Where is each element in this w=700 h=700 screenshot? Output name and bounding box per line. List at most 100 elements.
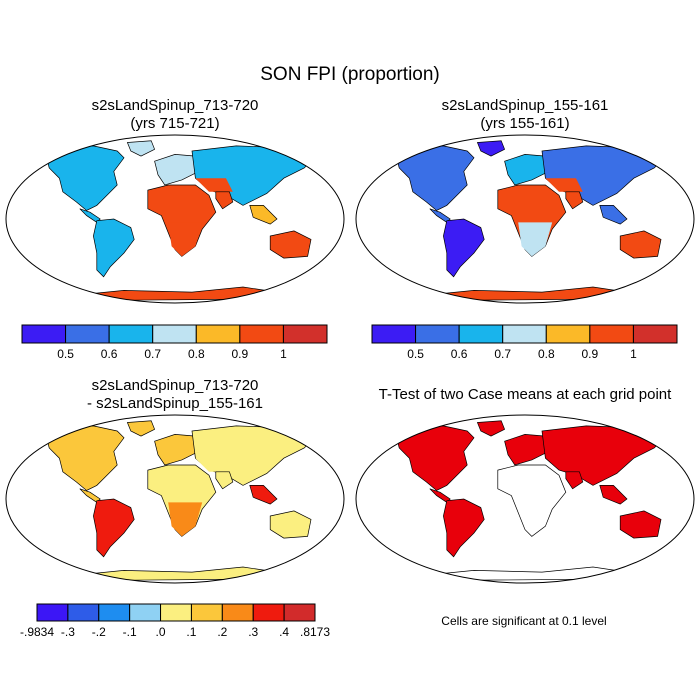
colorbar-tick-label: 0.9 xyxy=(582,347,599,361)
panel-title-line2: (yrs 155-161) xyxy=(480,115,569,132)
significance-note: Cells are significant at 0.1 level xyxy=(441,614,606,628)
colorbar-swatch xyxy=(129,603,162,622)
colorbar-tick-label: .2 xyxy=(217,625,227,639)
map-outline xyxy=(355,134,695,304)
land-europe xyxy=(504,434,550,466)
land-southern-africa xyxy=(168,222,203,257)
colorbar-swatch xyxy=(458,324,504,344)
colorbar-swatch xyxy=(252,603,285,622)
colorbar-swatch xyxy=(195,324,241,344)
colorbar-swatch xyxy=(221,603,254,622)
colorbar-tick-label: 0.7 xyxy=(494,347,511,361)
land-north-america xyxy=(395,145,475,211)
land-southeast-asia xyxy=(599,205,628,225)
land-asia xyxy=(191,425,319,486)
colorbar-swatch xyxy=(98,603,131,622)
land-greenland xyxy=(126,140,156,157)
colorbar-tick-label: 1 xyxy=(630,347,637,361)
land-australia xyxy=(269,510,312,539)
colorbar-tick-label: .3 xyxy=(248,625,258,639)
map-land xyxy=(45,140,319,301)
land-north-america xyxy=(45,145,125,211)
colorbar-swatch xyxy=(67,603,100,622)
main-title: SON FPI (proportion) xyxy=(260,64,440,85)
colorbar-swatch xyxy=(36,603,69,622)
map-land xyxy=(395,140,669,301)
land-greenland xyxy=(476,140,506,157)
colorbar-tick-label: 0.7 xyxy=(144,347,161,361)
land-africa xyxy=(497,464,567,537)
panel-title-line1: T-Test of two Case means at each grid po… xyxy=(379,386,672,403)
land-india xyxy=(565,471,584,490)
colorbar-swatch xyxy=(65,324,110,344)
colorbar-swatch xyxy=(415,324,460,344)
land-south-america xyxy=(93,498,135,558)
map-outline xyxy=(5,414,345,584)
land-europe xyxy=(154,434,200,466)
colorbar-swatch xyxy=(545,324,591,344)
land-southern-africa xyxy=(168,502,203,537)
panel-title-line2: - s2sLandSpinup_155-161 xyxy=(87,395,263,412)
colorbar-tick-label: 0.9 xyxy=(232,347,249,361)
land-india xyxy=(215,471,234,490)
colorbar-swatch xyxy=(239,324,284,344)
panel-ttest: T-Test of two Case means at each grid po… xyxy=(355,386,695,628)
colorbar-tick-label: 0.6 xyxy=(101,347,118,361)
colorbar-tick-label: -.1 xyxy=(123,625,137,639)
colorbar-swatch xyxy=(21,324,67,344)
land-africa xyxy=(497,184,567,257)
colorbar-swatch xyxy=(589,324,634,344)
colorbar-tick-label: 0.8 xyxy=(188,347,205,361)
colorbar-tick-label: 0.5 xyxy=(407,347,424,361)
map-outline xyxy=(5,134,345,304)
colorbar-swatch xyxy=(108,324,154,344)
land-australia xyxy=(619,230,662,259)
map-land xyxy=(395,420,669,581)
land-southeast-asia xyxy=(249,205,278,225)
land-southern-africa xyxy=(518,222,553,257)
colorbar-swatch xyxy=(371,324,417,344)
colorbar-swatch xyxy=(190,603,223,622)
land-asia xyxy=(191,145,319,206)
colorbar-swatch xyxy=(502,324,547,344)
colorbar-tick-label: 0.6 xyxy=(451,347,468,361)
land-asia xyxy=(541,425,669,486)
map-outline xyxy=(355,414,695,584)
land-australia xyxy=(619,510,662,539)
map-case2 xyxy=(355,134,695,304)
colorbar-tick-label: 1 xyxy=(280,347,287,361)
panel-diff: s2sLandSpinup_713-720 - s2sLandSpinup_15… xyxy=(5,377,345,584)
colorbar-tick-label: 0.8 xyxy=(538,347,555,361)
land-north-america xyxy=(395,425,475,491)
land-europe xyxy=(154,154,200,186)
colorbar-tick-label: .4 xyxy=(279,625,289,639)
colorbar-tick-label: .0 xyxy=(156,625,166,639)
map-land xyxy=(45,420,319,581)
colorbar-swatch xyxy=(282,324,328,344)
colorbar-swatch xyxy=(632,324,678,344)
panel-title-line1: s2sLandSpinup_155-161 xyxy=(442,97,609,114)
land-north-america xyxy=(45,425,125,491)
panel-title-line1: s2sLandSpinup_713-720 xyxy=(92,97,259,114)
colorbar-swatch xyxy=(152,324,197,344)
land-africa xyxy=(147,464,217,537)
panel-case1: s2sLandSpinup_713-720 (yrs 715-721) xyxy=(5,97,345,304)
colorbar-fpi-right: 0.5 0.6 0.7 0.8 0.9 1 xyxy=(371,324,678,361)
land-south-america xyxy=(93,218,135,278)
colorbar-tick-label: -.2 xyxy=(92,625,106,639)
land-central-asia xyxy=(195,458,233,472)
panel-title-line2: (yrs 715-721) xyxy=(130,115,219,132)
land-southeast-asia xyxy=(249,485,278,505)
colorbar-tick-label: -.9834 xyxy=(20,625,54,639)
land-central-asia xyxy=(545,178,583,192)
land-greenland xyxy=(476,420,506,437)
map-diff xyxy=(5,414,345,584)
land-india xyxy=(215,191,234,210)
colorbar-difference: -.9834 -.3 -.2 -.1 .0 .1 .2 .3 .4 .8173 xyxy=(20,603,330,639)
panel-title-line1: s2sLandSpinup_713-720 xyxy=(92,377,259,394)
map-ttest xyxy=(355,414,695,584)
land-southeast-asia xyxy=(599,485,628,505)
land-australia xyxy=(269,230,312,259)
colorbar-swatch xyxy=(283,603,316,622)
